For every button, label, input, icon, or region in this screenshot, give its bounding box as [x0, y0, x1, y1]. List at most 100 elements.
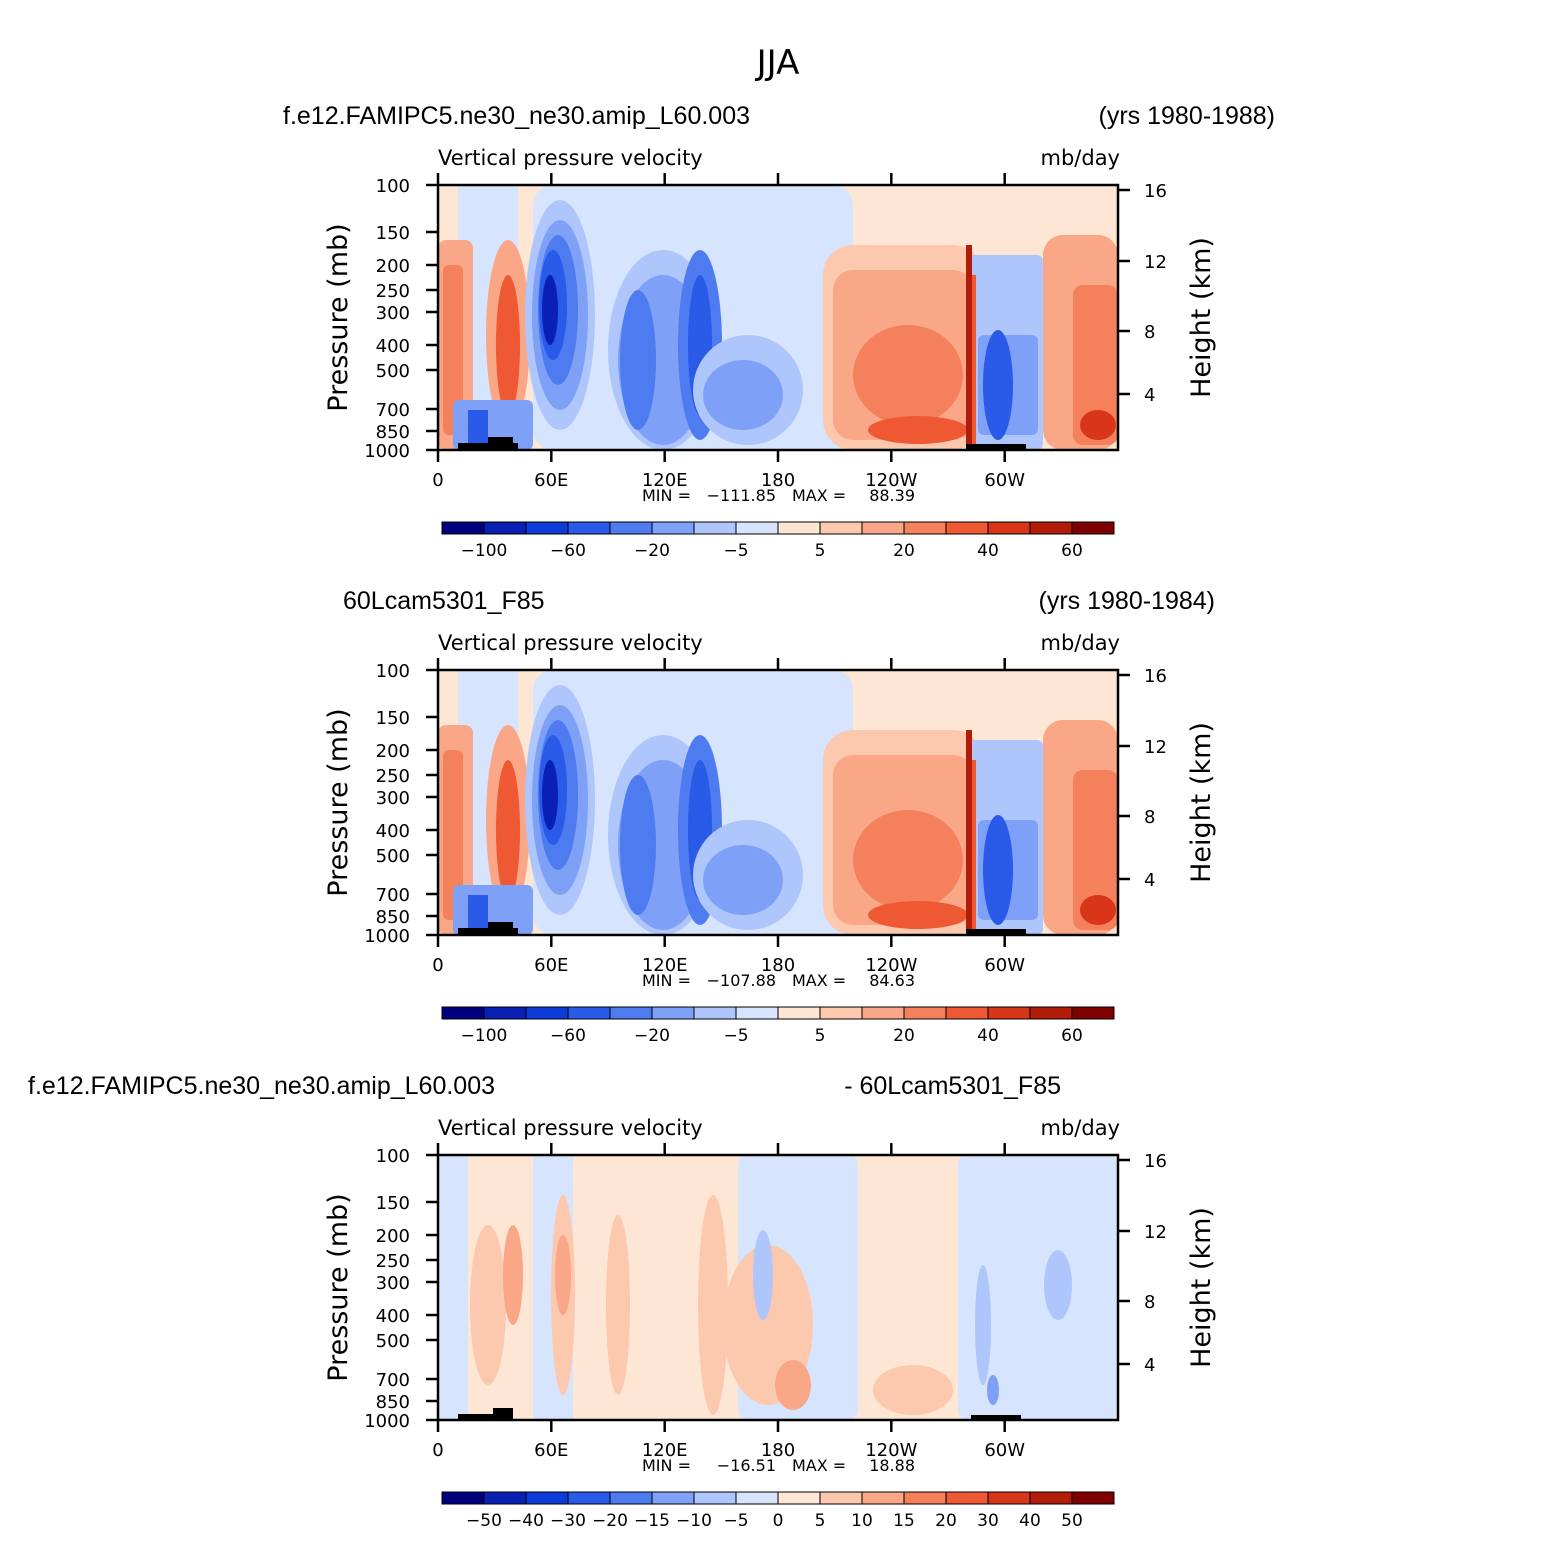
x-tick-label: 180: [761, 1440, 795, 1461]
colorbar-swatch: [693, 1491, 737, 1505]
colorbar-swatch: [483, 1006, 527, 1020]
colorbar-label: −100: [461, 541, 508, 561]
colorbar-swatch: [609, 521, 653, 535]
x-tick-label: 0: [432, 470, 443, 491]
y-tick-label: 150: [376, 708, 410, 729]
colorbar-swatch: [777, 1006, 821, 1020]
years-label: (yrs 1980-1988): [1099, 102, 1275, 130]
contour-field: [438, 1155, 1118, 1420]
units-label: mb/day: [1041, 1116, 1121, 1140]
colorbar-label: 30: [977, 1511, 999, 1531]
max-value: 84.63: [869, 971, 915, 990]
x-tick-label: 120E: [642, 1440, 688, 1461]
colorbar-label: −60: [550, 1026, 586, 1046]
units-label: mb/day: [1041, 146, 1121, 170]
colorbar-swatch: [609, 1491, 653, 1505]
colorbar-swatch: [777, 1491, 821, 1505]
colorbar-label: 40: [977, 541, 999, 561]
colorbar-label: 20: [935, 1511, 957, 1531]
colorbar-swatch: [945, 1491, 989, 1505]
min-label: MIN =: [642, 971, 691, 990]
colorbar-swatch: [483, 521, 527, 535]
max-label: MAX =: [792, 971, 846, 990]
min-label: MIN =: [642, 486, 691, 505]
colorbar-label: −10: [676, 1511, 712, 1531]
x-tick-label: 60E: [534, 955, 568, 976]
y-tick-label: 300: [376, 1273, 410, 1294]
colorbar-label: 20: [893, 1026, 915, 1046]
colorbar-label: 20: [893, 541, 915, 561]
colorbar-swatch: [903, 1491, 947, 1505]
y-tick-label: 200: [376, 1226, 410, 1247]
colorbar-swatch: [483, 1491, 527, 1505]
min-value: −111.85: [707, 486, 776, 505]
x-tick-label: 180: [761, 470, 795, 491]
x-tick-label: 0: [432, 1440, 443, 1461]
x-tick-label: 60E: [534, 470, 568, 491]
x-tick-label: 60E: [534, 1440, 568, 1461]
colorbar-swatch: [861, 1491, 905, 1505]
y-tick-label: 700: [376, 400, 410, 421]
panel-title: Vertical pressure velocity: [438, 146, 703, 170]
colorbar-swatch: [693, 1006, 737, 1020]
colorbar-swatch: [651, 1006, 695, 1020]
case-name: f.e12.FAMIPC5.ne30_ne30.amip_L60.003: [28, 1072, 495, 1100]
colorbar-swatch: [987, 521, 1031, 535]
min-value: −107.88: [707, 971, 776, 990]
colorbar-swatch: [819, 521, 863, 535]
colorbar-label: −50: [466, 1511, 502, 1531]
units-label: mb/day: [1041, 631, 1121, 655]
years-label: - 60Lcam5301_F85: [844, 1072, 1061, 1100]
colorbar-swatch: [609, 1006, 653, 1020]
colorbar-label: 5: [815, 1026, 826, 1046]
colorbar-swatch: [441, 1006, 485, 1020]
y2-axis-label: Height (km): [1186, 237, 1217, 398]
y-tick-label: 250: [376, 1251, 410, 1272]
colorbar-swatch: [525, 1491, 569, 1505]
colorbar-swatch: [651, 1491, 695, 1505]
colorbar-label: 40: [1019, 1511, 1041, 1531]
y-tick-label: 850: [376, 1392, 410, 1413]
max-value: 88.39: [869, 486, 915, 505]
colorbar-swatch: [441, 521, 485, 535]
colorbar-label: −5: [723, 1026, 748, 1046]
y2-tick-label: 8: [1144, 807, 1155, 828]
colorbar: −100 −60 −20 −5 5 20 40 60: [441, 1006, 1115, 1046]
figure-title: JJA: [755, 43, 800, 83]
colorbar-label: −20: [634, 541, 670, 561]
colorbar-swatch: [1071, 521, 1115, 535]
min-label: MIN =: [642, 1456, 691, 1475]
x-tick-label: 120E: [642, 470, 688, 491]
y-tick-label: 100: [376, 176, 410, 197]
panel-title: Vertical pressure velocity: [438, 1116, 703, 1140]
colorbar-label: −60: [550, 541, 586, 561]
colorbar-swatch: [1029, 1006, 1073, 1020]
colorbar-label: −20: [592, 1511, 628, 1531]
colorbar-swatch: [987, 1491, 1031, 1505]
colorbar-swatch: [903, 521, 947, 535]
panel-title: Vertical pressure velocity: [438, 631, 703, 655]
y-tick-label: 100: [376, 661, 410, 682]
colorbar-swatch: [1071, 1006, 1115, 1020]
y2-tick-label: 12: [1144, 1222, 1167, 1243]
x-tick-label: 0: [432, 955, 443, 976]
y-tick-label: 100: [376, 1146, 410, 1167]
case-name: f.e12.FAMIPC5.ne30_ne30.amip_L60.003: [283, 102, 750, 130]
colorbar-label: 40: [977, 1026, 999, 1046]
x-tick-label: 120W: [865, 1440, 917, 1461]
y-tick-label: 500: [376, 1331, 410, 1352]
max-value: 18.88: [869, 1456, 915, 1475]
colorbar-swatch: [525, 1006, 569, 1020]
y-tick-label: 200: [376, 256, 410, 277]
y-tick-label: 400: [376, 336, 410, 357]
y2-axis-label: Height (km): [1186, 1207, 1217, 1368]
y-axis-label: Pressure (mb): [323, 1193, 354, 1381]
x-tick-label: 120W: [865, 470, 917, 491]
colorbar-swatch: [1071, 1491, 1115, 1505]
colorbar-label: −40: [508, 1511, 544, 1531]
y-tick-label: 1000: [364, 1411, 410, 1432]
colorbar-swatch: [735, 1491, 779, 1505]
y-tick-label: 700: [376, 885, 410, 906]
colorbar: −50 −40 −30 −20 −15 −10 −5 0 5 10 15 20 30 40 50: [441, 1491, 1115, 1531]
y-tick-label: 400: [376, 821, 410, 842]
